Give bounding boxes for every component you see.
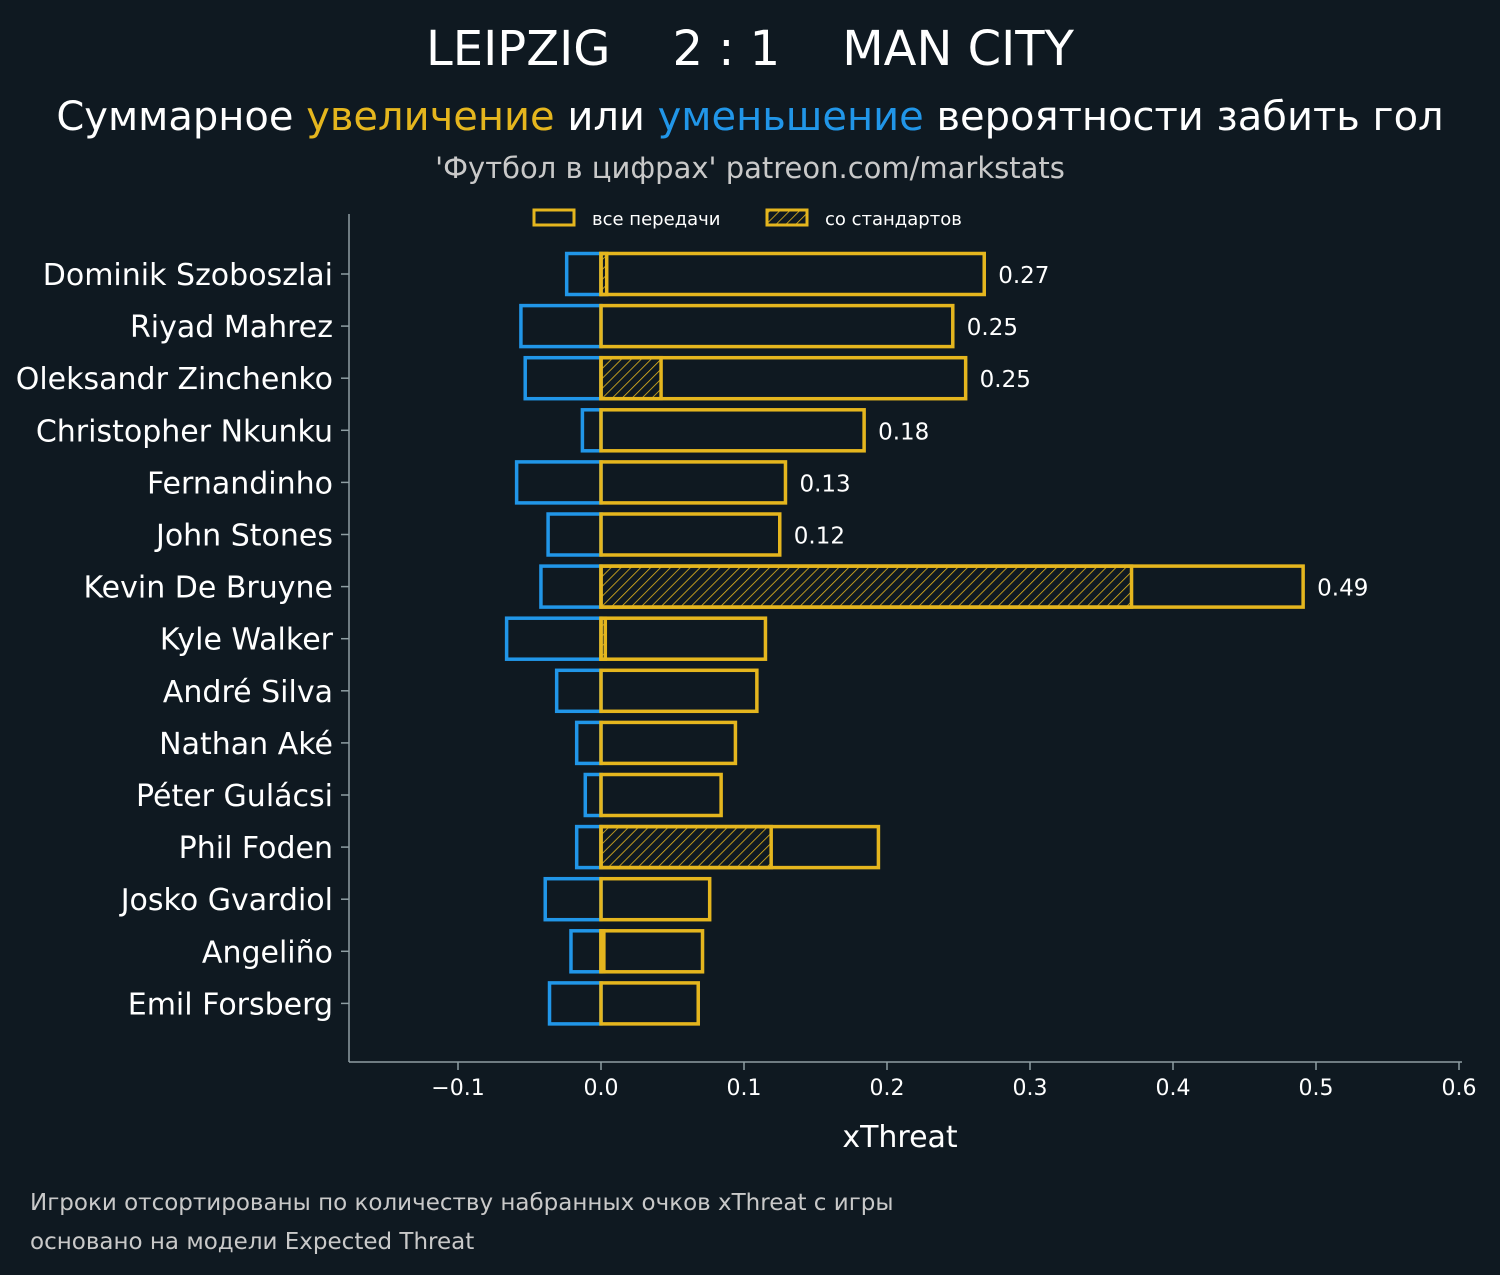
data-label: 0.25 (980, 367, 1031, 393)
chart-subtitle: Суммарное увеличение или уменьшение веро… (56, 94, 1443, 140)
y-tick-label: Kevin De Bruyne (83, 571, 333, 606)
y-tick-label: Phil Foden (179, 831, 333, 866)
bar-decrease (519, 303, 603, 349)
y-tick-label: John Stones (154, 519, 333, 554)
bar-decrease (554, 668, 603, 714)
legend-set-pieces-swatch (765, 208, 809, 227)
bar-decrease (546, 512, 603, 557)
bar-increase (599, 981, 700, 1026)
x-tick-label: 0.0 (584, 1076, 619, 1101)
bar-set-pieces (599, 355, 663, 401)
data-label: 0.49 (1317, 576, 1368, 602)
y-tick-label: Josko Gvardiol (119, 883, 333, 918)
bar-increase (599, 303, 955, 349)
bar-decrease (574, 720, 603, 766)
match-score-title: LEIPZIG 2 : 1 MAN CITY (426, 21, 1075, 77)
y-tick-label: Christopher Nkunku (36, 414, 333, 449)
x-tick-label: −0.1 (431, 1076, 484, 1101)
bar-decrease (543, 876, 603, 922)
labels-layer: Dominik Szoboszlai 0.27 Riyad Mahrez 0.25 Ol… (16, 258, 1369, 1022)
bar-decrease (583, 772, 603, 818)
bar-increase (599, 512, 782, 557)
away-team: MAN CITY (842, 21, 1074, 77)
y-tick-label: Kyle Walker (160, 623, 334, 658)
legend-all-passes-label: все передачи (592, 209, 720, 230)
bar-increase (599, 929, 705, 974)
y-tick-label: Péter Gulácsi (136, 779, 333, 814)
bar-decrease (547, 981, 603, 1026)
bar-increase (599, 772, 723, 818)
x-tick-label: 0.3 (1013, 1076, 1048, 1101)
data-label: 0.18 (878, 419, 929, 445)
footer-note-model: основано на модели Expected Threat (30, 1229, 474, 1255)
bar-decrease (569, 929, 603, 974)
legend-set-pieces-label: со стандартов (825, 209, 962, 230)
x-tick-label: 0.4 (1156, 1076, 1191, 1101)
x-ticks-layer: −0.1 0.0 0.1 0.2 0.3 0.4 0.5 0.6 (341, 273, 1477, 1101)
data-label: 0.12 (794, 524, 845, 550)
legend-all-passes-swatch (532, 208, 576, 227)
data-label: 0.13 (799, 471, 850, 497)
y-tick-label: Dominik Szoboszlai (43, 258, 333, 293)
bar-increase (599, 876, 712, 922)
score: 2 : 1 (672, 21, 780, 77)
bar-increase (599, 720, 738, 766)
x-tick-label: 0.1 (727, 1076, 762, 1101)
bar-increase (599, 616, 768, 661)
y-tick-label: Emil Forsberg (128, 987, 333, 1022)
bar-set-pieces (599, 824, 773, 870)
y-tick-label: Fernandinho (147, 466, 333, 501)
bar-increase (599, 460, 788, 505)
bar-set-pieces (599, 564, 1134, 609)
bar-increase (599, 668, 759, 714)
footer-note-sorting: Игроки отсортированы по количеству набра… (30, 1190, 894, 1216)
y-tick-label: Angeliño (202, 935, 333, 970)
subtitle-increase-word: увеличение (306, 94, 554, 140)
bar-decrease (523, 355, 603, 401)
bars-layer (504, 251, 1305, 1026)
legend: все передачи со стандартов (532, 208, 962, 230)
bar-increase (599, 251, 986, 297)
bar-decrease (514, 460, 603, 505)
bar-increase (599, 408, 866, 453)
x-tick-label: 0.5 (1299, 1076, 1334, 1101)
bar-increase (599, 564, 1305, 609)
bar-decrease (574, 824, 603, 870)
bar-decrease (539, 564, 603, 609)
bar-decrease (564, 251, 603, 297)
data-label: 0.27 (998, 263, 1049, 289)
bar-increase (599, 824, 881, 870)
data-label: 0.25 (967, 315, 1018, 341)
source-credit: 'Футбол в цифрах' patreon.com/markstats (435, 151, 1065, 185)
home-team: LEIPZIG (426, 21, 610, 77)
y-tick-label: Riyad Mahrez (130, 310, 333, 345)
y-tick-label: Oleksandr Zinchenko (16, 362, 333, 397)
bar-decrease (580, 408, 603, 453)
bar-decrease (504, 616, 603, 661)
x-tick-label: 0.2 (870, 1076, 905, 1101)
bar-increase (599, 355, 968, 401)
y-tick-label: Nathan Aké (159, 727, 333, 762)
x-axis-label: xThreat (842, 1120, 958, 1155)
x-tick-label: 0.6 (1442, 1076, 1477, 1101)
y-tick-label: André Silva (163, 675, 333, 710)
subtitle-decrease-word: уменьшение (658, 94, 924, 140)
